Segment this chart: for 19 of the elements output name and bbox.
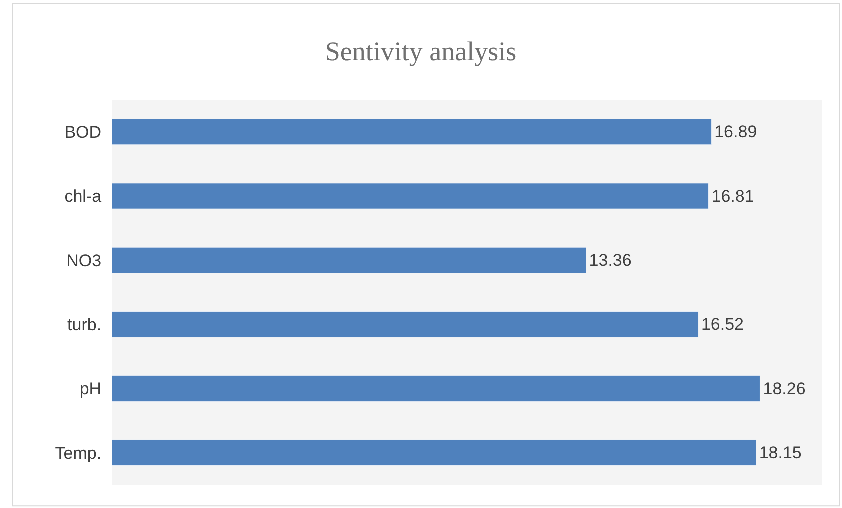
y-tick-label: pH — [80, 380, 111, 399]
y-tick-label: NO3 — [66, 251, 111, 270]
bar — [112, 376, 760, 402]
bar — [112, 312, 699, 338]
data-label: 16.81 — [712, 186, 754, 206]
bar — [112, 440, 757, 466]
data-label: 18.26 — [763, 379, 806, 398]
data-label: 18.15 — [759, 443, 802, 462]
data-label: 16.89 — [714, 122, 758, 142]
bar — [112, 119, 712, 146]
chart-title: Sentivity analysis — [325, 36, 517, 66]
y-tick-label: turb. — [68, 316, 111, 335]
bar — [112, 183, 710, 210]
y-tick-label: chl-a — [64, 187, 111, 206]
bar — [112, 247, 587, 274]
y-tick-label: Temp. — [55, 444, 111, 463]
data-label: 16.52 — [701, 315, 744, 334]
data-label: 13.36 — [589, 250, 632, 270]
y-tick-label: BOD — [64, 123, 111, 142]
